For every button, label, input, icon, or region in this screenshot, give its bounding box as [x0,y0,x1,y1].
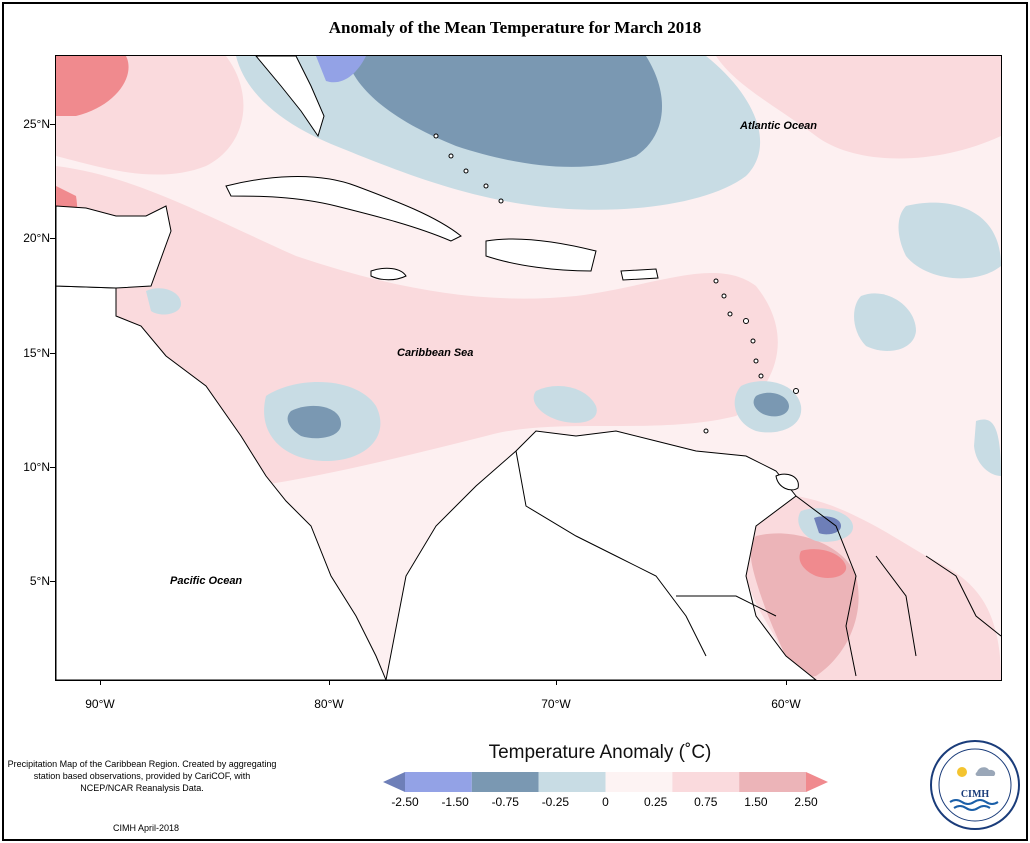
legend-label: -2.50 [391,795,419,809]
legend-swatch [806,772,828,792]
anomaly-zone-hot-guyana [799,549,847,578]
anomaly-zone-cool-abc [533,386,597,423]
lat-tick [50,124,55,125]
legend-title: Temperature Anomaly (˚C) [488,742,712,763]
legend-label: 2.50 [794,795,818,809]
page-title: Anomaly of the Mean Temperature for Marc… [328,18,702,37]
lat-label-5n: 5°N [29,574,50,588]
lon-label-90w: 90°W [85,697,115,711]
lon-tick [556,680,557,685]
map-panel [55,55,1002,681]
land-florida [255,56,325,138]
anomaly-zone-colder-florida [316,56,366,83]
ocean-label-pacific: Pacific Ocean [170,575,243,587]
legend-label: 0.75 [694,795,718,809]
cimh-logo: CIMH [930,740,1020,830]
legend-label: 0.25 [643,795,668,809]
legend-swatch [605,772,673,792]
anomaly-zone-positive-atlantic [716,56,1001,159]
anomaly-zone-cool-belize [146,288,181,315]
legend-swatch [672,772,740,792]
land-jamaica [370,267,407,281]
legend-swatch [383,772,405,792]
lat-label-25n: 25°N [23,117,50,131]
lon-tick [329,680,330,685]
anomaly-zone-cool-east3 [974,419,1001,476]
wave-icon [949,799,999,805]
legend-label: 1.50 [744,795,768,809]
anomaly-zone-cold-windward [753,392,789,417]
anomaly-zone-cold-nicaragua [287,405,341,439]
land-central-america [56,285,387,680]
lon-label-70w: 70°W [541,697,571,711]
lat-label-10n: 10°N [23,460,50,474]
ocean-label-caribbean: Caribbean Sea [397,347,474,359]
anomaly-zone-cold-atlantic [346,56,663,167]
lon-label-80w: 80°W [314,697,344,711]
legend-colorbar [383,772,828,792]
legend-label: 0 [602,795,609,809]
legend-label: -0.75 [491,795,519,809]
land-hispaniola [485,238,597,272]
cloud-icon [975,767,996,776]
land-yucatan [56,205,172,289]
lat-tick [50,238,55,239]
ocean-label-atlantic: Atlantic Ocean [740,120,818,132]
map-description: Precipitation Map of the Caribbean Regio… [7,759,277,793]
lon-tick [786,680,787,685]
legend-label: -1.50 [441,795,469,809]
legend-swatch [538,772,606,792]
land-borders [515,450,1001,677]
anomaly-zone-warm-gulf [56,56,129,116]
anomaly-map [56,56,1001,680]
lat-label-15n: 15°N [23,346,50,360]
anomaly-zone-cool-east [898,202,1001,279]
anomaly-zone-coldest-trinidad [814,516,841,535]
land-puerto-rico [620,268,659,281]
legend-swatch [405,772,472,792]
legend-swatch [739,772,806,792]
land-south-america [385,430,817,680]
land-trinidad [775,473,799,491]
sun-icon [957,767,967,777]
lat-label-20n: 20°N [23,231,50,245]
legend-label: -0.25 [541,795,570,809]
lat-tick [50,353,55,354]
map-credit: CIMH April-2018 [112,823,180,833]
anomaly-zone-cool-east2 [854,293,916,351]
lon-tick [100,680,101,685]
lon-label-60w: 60°W [771,697,801,711]
lat-tick [50,467,55,468]
land-cuba [225,176,462,242]
land-lesser-antilles [433,133,799,434]
legend-swatch [471,772,539,792]
logo-abbr: CIMH [960,789,990,800]
lat-tick [50,581,55,582]
